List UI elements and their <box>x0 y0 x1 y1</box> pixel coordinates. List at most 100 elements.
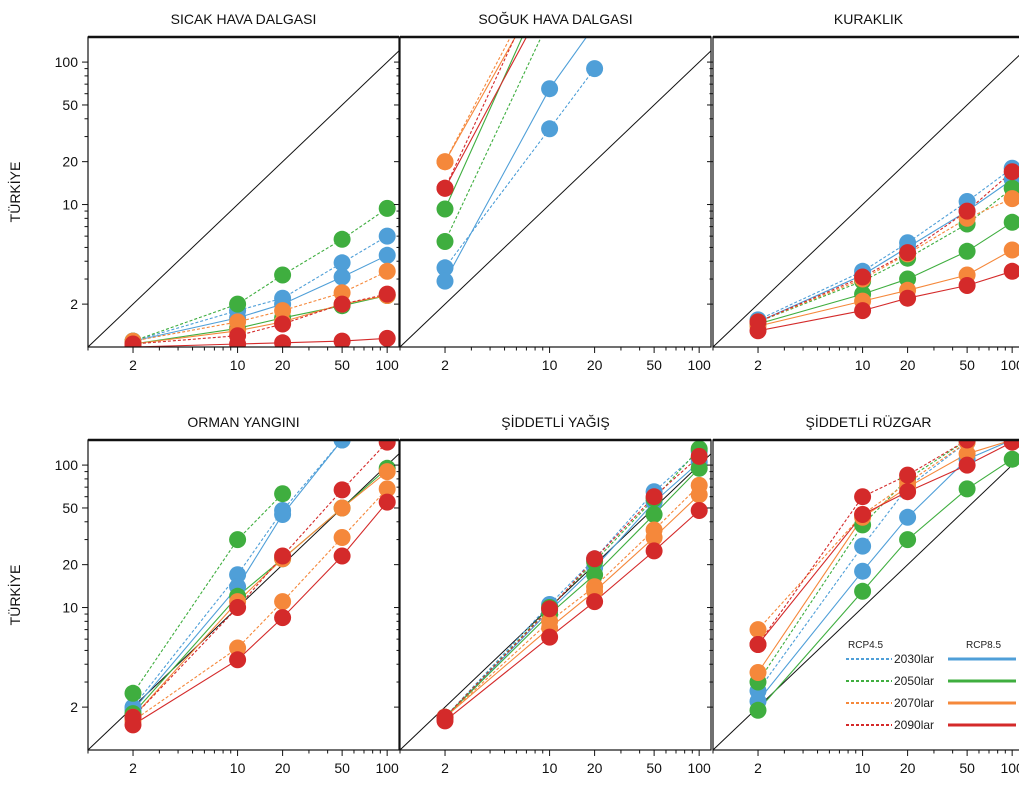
data-point <box>229 639 247 657</box>
identity-line <box>88 50 399 347</box>
series-line-2050lar-RCP45 <box>132 493 283 694</box>
x-tick-label: 10 <box>542 357 558 373</box>
x-tick-label: 10 <box>230 357 246 373</box>
data-point <box>333 529 351 546</box>
x-tick-label: 100 <box>687 760 711 776</box>
data-point <box>749 701 767 719</box>
y-tick-label: 100 <box>55 457 79 473</box>
data-point <box>854 488 872 506</box>
x-tick-label: 2 <box>754 357 762 373</box>
data-point <box>899 289 917 307</box>
data-point <box>378 262 396 280</box>
data-point <box>436 272 454 290</box>
panel-5: ŞİDDETLİ YAĞIŞ 2 10 20 50 100 <box>394 413 712 776</box>
x-tick-label: 50 <box>646 357 662 373</box>
x-tick-label: 20 <box>900 357 916 373</box>
data-point <box>229 566 247 584</box>
series-line-2090lar-RCP45 <box>444 37 516 189</box>
x-tick-label: 2 <box>441 357 449 373</box>
data-point <box>274 609 292 627</box>
x-tick-label: 2 <box>754 760 762 776</box>
series-line-2090lar-RCP85 <box>757 441 1013 645</box>
data-point <box>1003 190 1019 208</box>
data-point <box>899 466 917 484</box>
x-tick-label: 10 <box>542 760 558 776</box>
data-point <box>958 277 976 294</box>
x-tick-label: 50 <box>646 760 662 776</box>
data-point <box>378 480 396 498</box>
series-line-2030lar-RCP45 <box>757 167 1013 321</box>
data-point <box>958 456 976 474</box>
x-tick-label: 10 <box>855 357 871 373</box>
data-point <box>436 200 454 218</box>
panel-1: SICAK HAVA DALGASI 2 10 20 50 100 2 10 20 50 100 TÜ… <box>6 11 400 373</box>
x-tick-label: 2 <box>129 760 137 776</box>
data-point <box>958 202 976 220</box>
x-tick-label: 10 <box>855 760 871 776</box>
series-line-2050lar-RCP85 <box>444 37 523 210</box>
series-line-2030lar-RCP85 <box>757 440 1013 702</box>
data-point <box>854 537 872 555</box>
x-tick-label: 20 <box>275 760 291 776</box>
data-point <box>436 153 454 171</box>
y-tick-label: 20 <box>62 557 78 573</box>
data-point <box>274 485 292 503</box>
data-point <box>899 244 917 262</box>
legend-label: 2030lar <box>894 652 934 666</box>
data-point <box>378 493 396 511</box>
data-point <box>899 508 917 526</box>
data-point <box>274 334 292 347</box>
data-point <box>229 599 247 616</box>
x-tick-label: 50 <box>334 357 350 373</box>
data-point <box>854 268 872 286</box>
data-point <box>1003 213 1019 231</box>
data-point <box>958 480 976 498</box>
data-point <box>586 550 604 568</box>
x-tick-label: 10 <box>230 760 246 776</box>
data-point <box>586 60 604 78</box>
x-tick-label: 100 <box>375 760 399 776</box>
data-point <box>378 227 396 245</box>
data-point <box>274 315 292 333</box>
y-tick-label: 10 <box>62 197 78 213</box>
x-tick-label: 50 <box>959 760 975 776</box>
data-point <box>645 542 663 560</box>
series-group <box>436 37 604 290</box>
y-tick-label: 2 <box>70 296 78 312</box>
identity-line <box>88 453 399 750</box>
data-point <box>436 712 454 730</box>
data-point <box>333 254 351 272</box>
series-line-2070lar-RCP45 <box>757 198 1013 323</box>
identity-line <box>713 457 1019 750</box>
data-point <box>378 329 396 347</box>
panel-title: SICAK HAVA DALGASI <box>171 11 317 27</box>
data-point <box>274 506 292 523</box>
data-point <box>958 242 976 260</box>
data-point <box>958 440 976 449</box>
series-line-2090lar-RCP85 <box>444 37 528 189</box>
series-line-2030lar-RCP45 <box>444 68 596 269</box>
x-tick-label: 50 <box>334 760 350 776</box>
identity-line <box>713 54 1019 347</box>
series-line-2070lar-RCP85 <box>444 37 516 162</box>
data-point <box>274 593 292 611</box>
x-tick-label: 100 <box>1000 357 1019 373</box>
data-point <box>124 716 142 734</box>
legend-scenario-rcp85: RCP8.5 <box>966 640 1001 651</box>
y-axis-label: TÜRKİYE <box>6 162 23 223</box>
data-point <box>1003 440 1019 451</box>
data-point <box>645 529 663 546</box>
data-point <box>541 80 559 98</box>
panel-title: ŞİDDETLİ YAĞIŞ <box>501 413 609 430</box>
data-point <box>645 506 663 523</box>
y-tick-label: 20 <box>62 154 78 170</box>
data-point <box>541 600 559 618</box>
data-point <box>378 463 396 481</box>
legend: RCP4.5 RCP8.5 2030lar 2050lar 2070lar 2090lar <box>846 640 1016 732</box>
panel-title: SOĞUK HAVA DALGASI <box>478 11 632 27</box>
data-point <box>378 440 396 451</box>
data-point <box>1003 262 1019 280</box>
panel-4: ORMAN YANGINI 2 10 20 50 100 2 10 20 50 100 TÜRKİYE <box>6 414 400 776</box>
data-point <box>586 593 604 611</box>
data-point <box>749 664 767 681</box>
